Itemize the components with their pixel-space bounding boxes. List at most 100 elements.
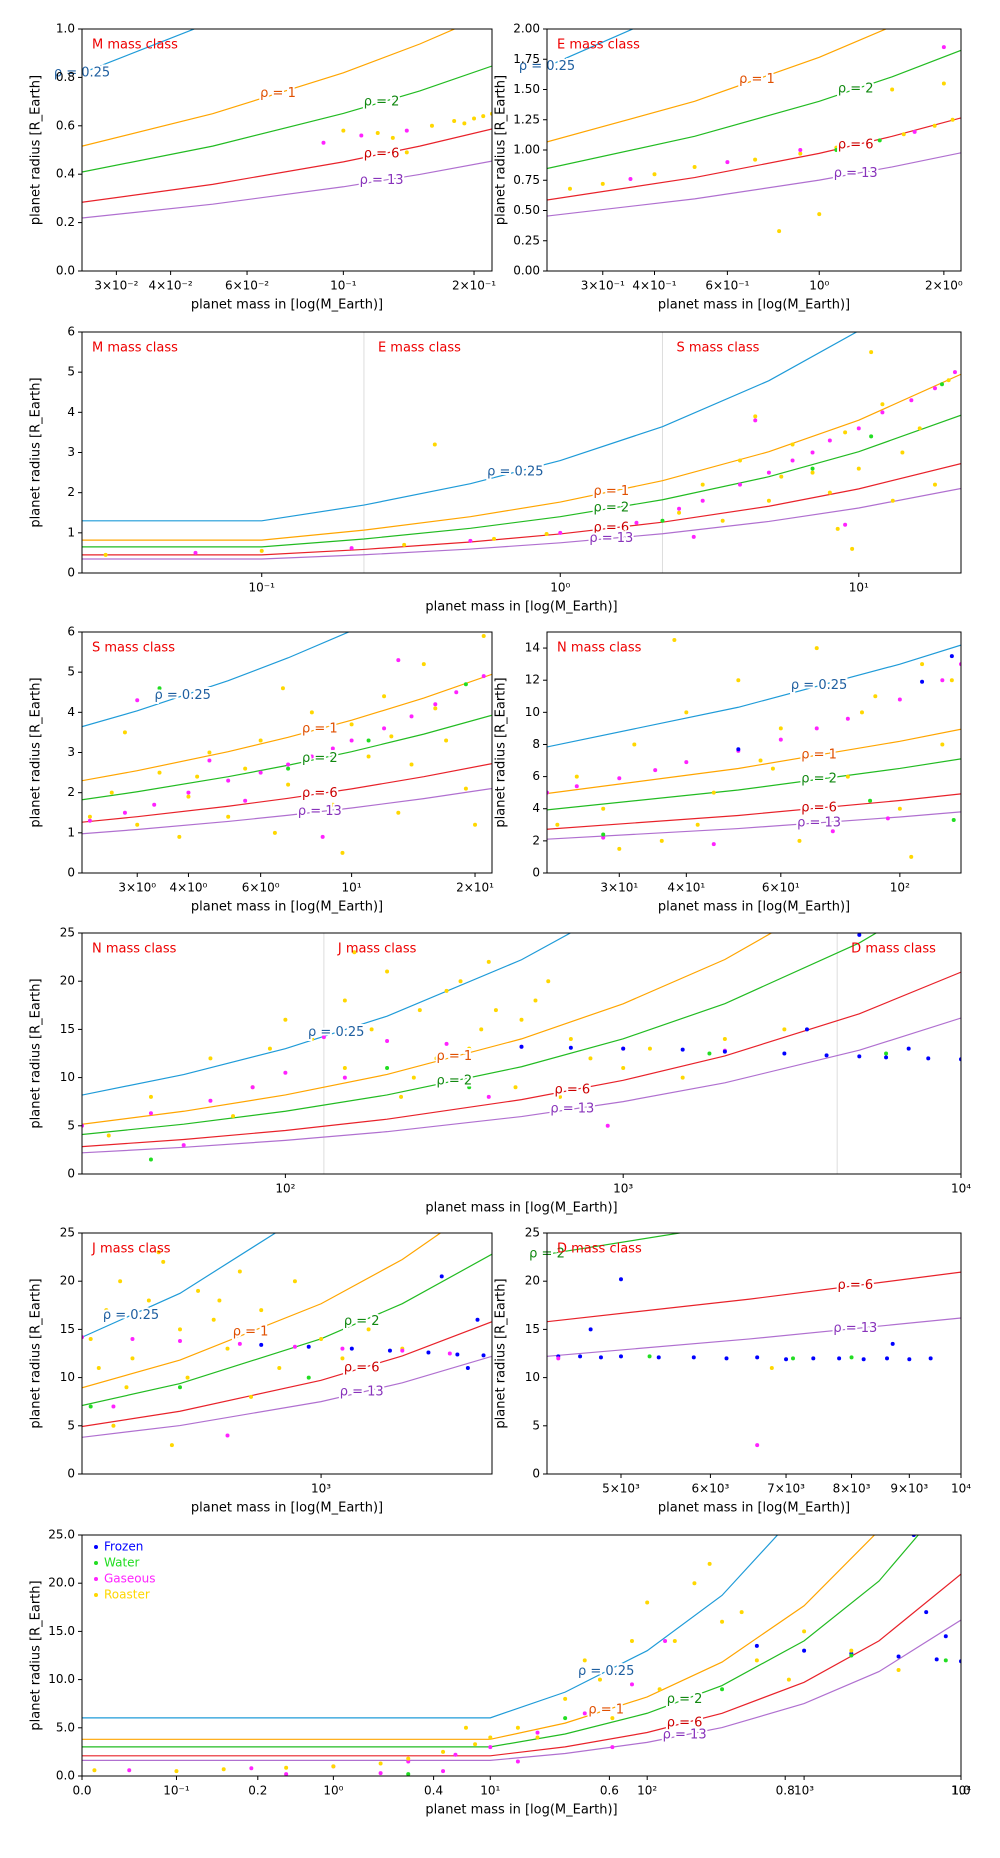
data-point [691,1355,696,1360]
data-point [411,1075,416,1080]
curve-label: ρ = 6 [838,137,874,152]
data-point [130,1337,135,1342]
density-curve [547,29,888,143]
x-tick-label: 10⁰ [550,581,570,595]
data-point [610,1745,615,1750]
data-point [928,1356,933,1361]
data-point [515,1725,520,1730]
curve-label: ρ = 1 [739,72,775,87]
data-point [481,634,486,639]
y-tick-label: 1.00 [513,143,540,157]
data-point [797,838,802,843]
x-axis-label: planet mass in [log(M_Earth)] [191,298,383,313]
data-point [286,782,291,787]
data-point [444,988,449,993]
curve-label: ρ = 6 [302,786,338,801]
data-point [488,1735,493,1740]
data-point [402,542,407,547]
data-point [692,1581,697,1586]
data-point [385,1065,390,1070]
axes-frame [81,1232,493,1475]
data-point [827,438,832,443]
data-point [707,1051,712,1056]
density-curve [82,1535,779,1719]
curve-label: ρ = 2 [364,95,400,110]
data-point [722,1049,727,1054]
data-point [798,148,803,152]
data-point [754,1658,759,1663]
legend-marker [94,1577,98,1581]
density-curve [82,1233,277,1338]
panel: ρ = 0.25 ρ = 1 ρ = 2 ρ = 6ρ = 13 0 1 2 3 4 5 6 10⁻¹… [29,325,962,615]
density-curve [547,728,961,795]
data-point [211,1317,216,1322]
y-tick-label: 10 [60,1370,75,1384]
data-point [258,738,263,743]
data-point [920,679,925,684]
y-tick-label: 15.0 [48,1624,75,1638]
x-tick-label: 10⁴ [951,1784,971,1798]
data-point [284,1765,289,1770]
density-curve [82,487,961,560]
x2-tick-label: 0.4 [424,1784,443,1798]
axes-frame [81,631,493,874]
y-tick-label: 5 [532,1418,540,1432]
x-tick-label: 10⁴ [951,1182,971,1196]
data-point [567,186,572,191]
data-point [601,806,606,811]
data-point [258,770,263,775]
x2-tick-label: 0.2 [248,1784,267,1798]
data-point [492,536,497,541]
y-tick-label: 1.0 [56,22,75,36]
data-point [605,1123,610,1128]
curve-label: ρ = 2 [801,772,837,787]
data-point [617,776,622,781]
y-tick-label: 25 [60,1226,75,1240]
x-tick-label: 6×10⁻¹ [705,279,749,293]
panel: ρ = 0.25 ρ = 1 ρ = 2 ρ = 6ρ = 13 0.0 5.0 10.0 1… [29,1528,972,1818]
data-point [475,1317,480,1322]
data-point [869,434,874,439]
data-point [481,114,486,119]
data-point [434,1056,439,1061]
data-point [157,770,162,775]
y-tick-label: 4 [532,801,540,815]
data-point [406,1772,411,1776]
curve-label: ρ = 0.25 [487,465,543,480]
data-point [835,526,840,531]
data-point [880,402,885,407]
x-tick-label: 3×10⁻² [94,279,138,293]
data-point [629,1639,634,1644]
data-point [463,682,468,687]
data-point [755,1355,760,1360]
data-point [720,1619,725,1624]
data-point [943,1658,948,1663]
density-curve [82,933,572,1096]
data-point [221,1767,226,1772]
density-curve [82,673,492,782]
x-tick-label: 4×10⁰ [170,881,208,895]
data-point [711,842,716,847]
data-point [849,1355,854,1360]
y-axis-label: planet radius [R_Earth] [29,978,44,1128]
data-point [558,530,563,535]
data-point [850,141,855,146]
density-curve [547,811,961,840]
density-curve [82,1253,492,1407]
curve-label: ρ = 6 [364,146,400,161]
data-point [454,690,459,695]
data-point [582,1658,587,1663]
data-point [802,1629,807,1634]
axes-frame [546,28,962,272]
data-point [473,822,478,827]
data-point [857,933,862,937]
data-point [563,1716,568,1721]
data-point [441,1749,446,1754]
y-axis-label: planet radius [R_Earth] [29,377,44,527]
x-tick-label: 10⁰ [809,279,829,293]
curve-label: ρ = 1 [588,1703,624,1718]
data-point [951,817,956,822]
data-point [588,1056,593,1061]
x-tick-label: 10¹ [849,581,869,595]
curve-label: ρ = 1 [594,484,630,499]
